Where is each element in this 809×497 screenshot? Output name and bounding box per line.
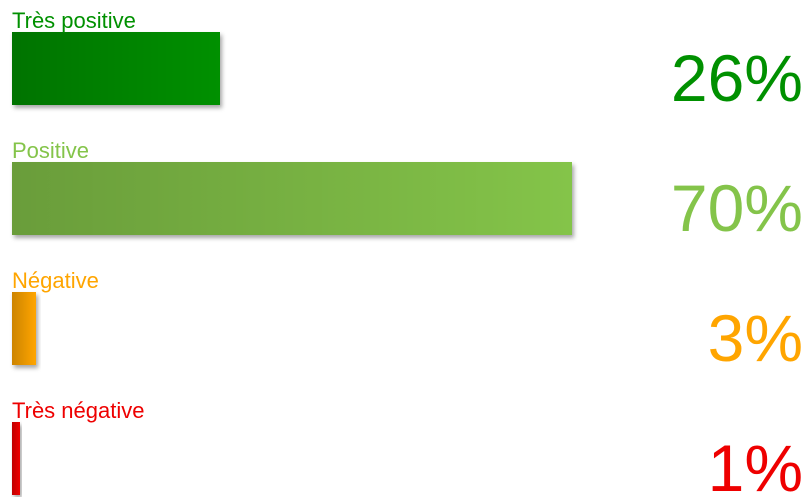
bar-shade [12,162,572,235]
category-label: Très positive [12,8,136,33]
value-label: 26% [671,41,803,115]
value-label: 3% [708,301,803,375]
category-label: Très négative [12,398,144,423]
category-label: Positive [12,138,89,163]
value-label: 70% [671,171,803,245]
bar-shade [12,422,20,495]
bar-shade [12,32,220,105]
category-label: Négative [12,268,99,293]
bar-shade [12,292,36,365]
value-label: 1% [708,431,803,497]
